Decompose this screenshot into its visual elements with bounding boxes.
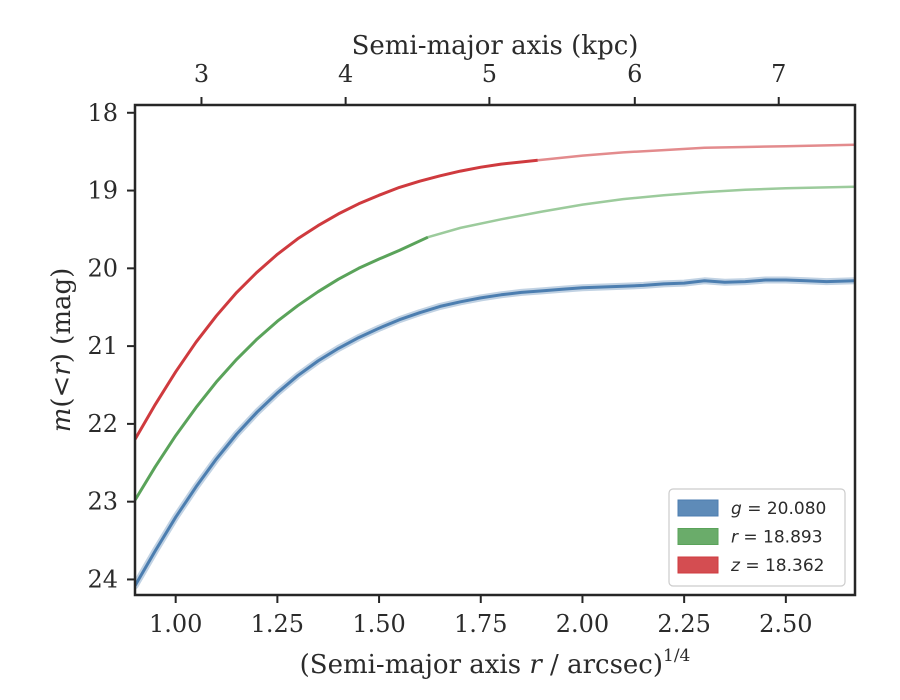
top-x-tick-label: 4 — [338, 60, 353, 88]
ticks-layer: 1.00 1.25 1.50 1.75 2.00 2.25 2.50 18 19 20 21 22 23… — [87, 60, 812, 638]
y-tick-label: 20 — [87, 254, 118, 282]
top-x-tick-label: 5 — [482, 60, 497, 88]
series-r-line — [135, 235, 429, 501]
y-tick-label: 19 — [87, 177, 118, 205]
y-tick-label: 22 — [87, 410, 118, 438]
series-layer — [135, 143, 855, 590]
series-r-extrapolated-line — [427, 185, 855, 239]
x-tick-label: 2.00 — [556, 610, 609, 638]
y-tick-label: 21 — [87, 332, 118, 360]
top-x-axis-title: Semi-major axis (kpc) — [352, 31, 639, 61]
legend-swatch-g — [677, 499, 719, 517]
series-z-line — [135, 158, 538, 441]
x-tick-label: 1.50 — [352, 610, 405, 638]
series-g-line — [135, 278, 855, 587]
legend-label-r: r = 18.893 — [731, 528, 823, 548]
legend-label-z: z = 18.362 — [730, 556, 824, 576]
legend-items: g = 20.080 r = 18.893 z = 18.362 — [677, 499, 826, 576]
series-z-extrapolated-line — [537, 143, 855, 162]
top-x-tick-label: 7 — [771, 60, 786, 88]
x-tick-label: 1.75 — [454, 610, 507, 638]
top-x-tick-label: 6 — [627, 60, 642, 88]
x-axis-title: (Semi-major axis r / arcsec)1/4 — [300, 646, 691, 680]
legend-swatch-r — [677, 528, 719, 545]
x-tick-label: 2.25 — [657, 610, 710, 638]
x-tick-label: 2.50 — [759, 610, 812, 638]
y-tick-label: 24 — [87, 565, 118, 593]
y-axis-title: m(<r) (mag) — [47, 268, 77, 433]
legend: g = 20.080 r = 18.893 z = 18.362 — [668, 488, 846, 587]
y-tick-label: 18 — [87, 99, 118, 127]
top-x-tick-label: 3 — [194, 60, 209, 88]
plot-frame — [133, 103, 857, 597]
legend-swatch-z — [677, 556, 719, 574]
y-tick-label: 23 — [87, 488, 118, 516]
x-tick-label: 1.25 — [251, 610, 304, 638]
legend-label-g: g = 20.080 — [731, 499, 826, 519]
x-tick-label: 1.00 — [149, 610, 202, 638]
